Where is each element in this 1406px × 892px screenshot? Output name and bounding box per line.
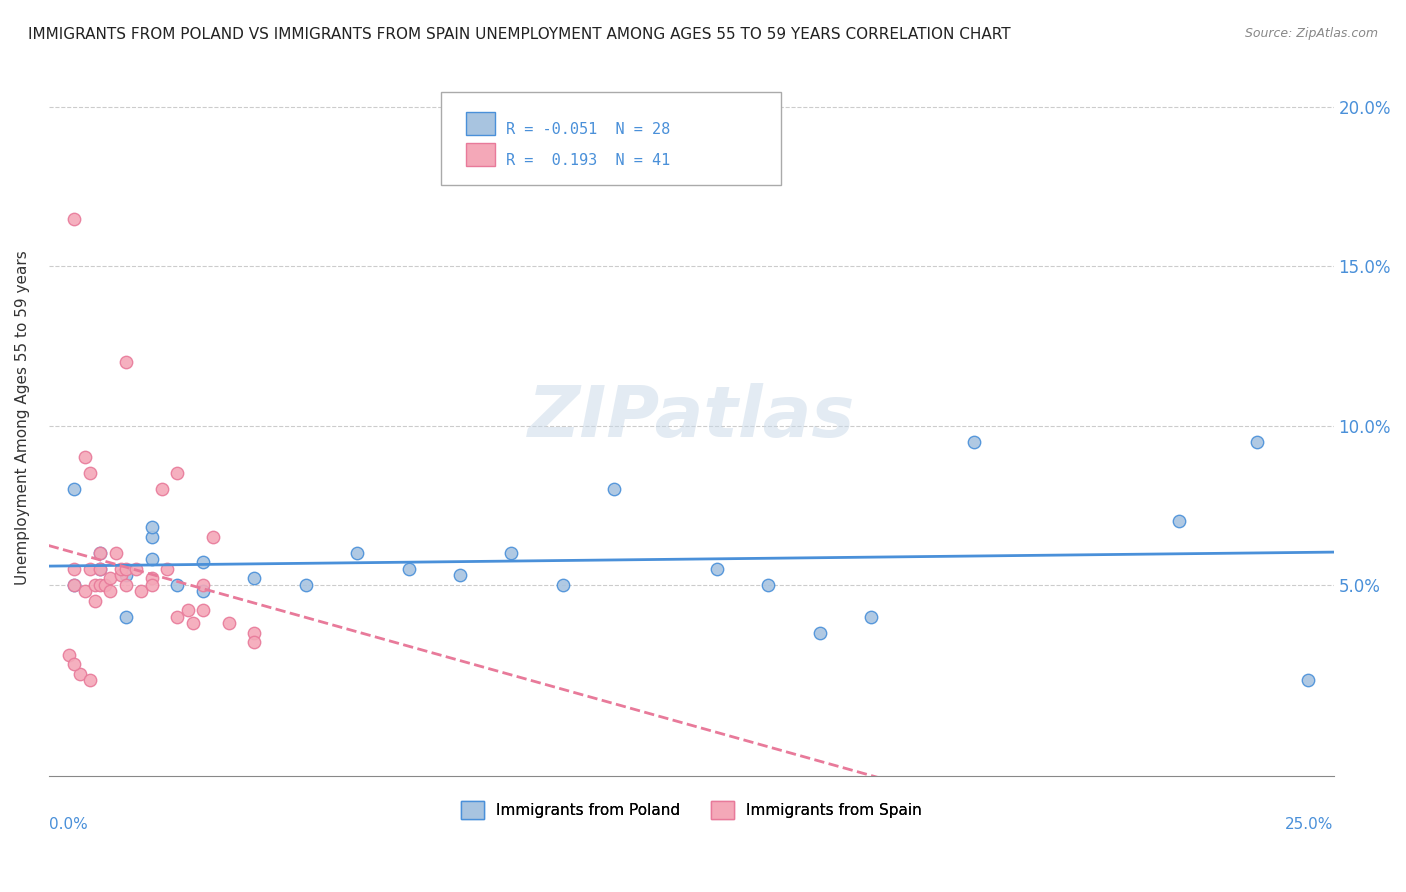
Point xyxy=(398,562,420,576)
Point xyxy=(202,530,225,544)
Point xyxy=(860,609,883,624)
Text: IMMIGRANTS FROM POLAND VS IMMIGRANTS FROM SPAIN UNEMPLOYMENT AMONG AGES 55 TO 59: IMMIGRANTS FROM POLAND VS IMMIGRANTS FRO… xyxy=(28,27,1011,42)
Point xyxy=(115,609,138,624)
Point xyxy=(100,584,122,599)
Point xyxy=(218,615,240,630)
Point xyxy=(141,520,163,534)
Point xyxy=(63,578,86,592)
Point xyxy=(115,355,138,369)
Point xyxy=(603,483,626,497)
Text: R = -0.051  N = 28: R = -0.051 N = 28 xyxy=(506,122,671,136)
Point xyxy=(79,673,101,688)
Text: Source: ZipAtlas.com: Source: ZipAtlas.com xyxy=(1244,27,1378,40)
Point xyxy=(166,467,188,481)
Point xyxy=(115,578,138,592)
Point xyxy=(141,578,163,592)
FancyBboxPatch shape xyxy=(467,112,495,135)
Point xyxy=(63,657,86,672)
Point xyxy=(63,483,86,497)
Point xyxy=(166,578,188,592)
Text: 25.0%: 25.0% xyxy=(1285,817,1334,832)
Point xyxy=(243,635,266,649)
Point xyxy=(808,625,831,640)
Point xyxy=(141,571,163,585)
Point xyxy=(115,562,138,576)
Point xyxy=(129,584,152,599)
Point xyxy=(294,578,316,592)
Point xyxy=(1296,673,1319,688)
Point xyxy=(141,552,163,566)
Point xyxy=(243,571,266,585)
Point xyxy=(79,562,101,576)
Point xyxy=(58,648,80,662)
Point xyxy=(73,584,96,599)
Point xyxy=(63,578,86,592)
Y-axis label: Unemployment Among Ages 55 to 59 years: Unemployment Among Ages 55 to 59 years xyxy=(15,251,30,585)
FancyBboxPatch shape xyxy=(440,92,782,185)
Point xyxy=(346,546,368,560)
Text: R =  0.193  N = 41: R = 0.193 N = 41 xyxy=(506,153,671,168)
Point xyxy=(89,546,111,560)
Legend: Immigrants from Poland, Immigrants from Spain: Immigrants from Poland, Immigrants from … xyxy=(454,795,928,825)
Point xyxy=(141,530,163,544)
Point xyxy=(156,562,179,576)
Point xyxy=(125,562,148,576)
Point xyxy=(1246,434,1268,449)
Point xyxy=(963,434,986,449)
Point xyxy=(89,578,111,592)
Point xyxy=(89,562,111,576)
Point xyxy=(501,546,523,560)
Point xyxy=(150,483,173,497)
Point xyxy=(100,571,122,585)
Point xyxy=(1168,514,1191,528)
Point xyxy=(243,625,266,640)
FancyBboxPatch shape xyxy=(467,143,495,166)
Point xyxy=(181,615,204,630)
Point xyxy=(176,603,198,617)
Point xyxy=(104,546,127,560)
Point xyxy=(191,584,214,599)
Text: 0.0%: 0.0% xyxy=(49,817,87,832)
Point xyxy=(166,609,188,624)
Point xyxy=(551,578,574,592)
Point xyxy=(63,562,86,576)
Point xyxy=(110,562,132,576)
Point xyxy=(69,666,91,681)
Point xyxy=(89,562,111,576)
Point xyxy=(94,578,117,592)
Text: ZIPatlas: ZIPatlas xyxy=(527,384,855,452)
Point xyxy=(191,578,214,592)
Point xyxy=(191,603,214,617)
Point xyxy=(73,450,96,465)
Point xyxy=(449,568,471,582)
Point xyxy=(756,578,779,592)
Point xyxy=(89,546,111,560)
Point xyxy=(84,593,107,607)
Point xyxy=(84,578,107,592)
Point xyxy=(706,562,728,576)
Point xyxy=(79,467,101,481)
Point xyxy=(110,568,132,582)
Point xyxy=(115,568,138,582)
Point xyxy=(191,556,214,570)
Point xyxy=(63,211,86,226)
